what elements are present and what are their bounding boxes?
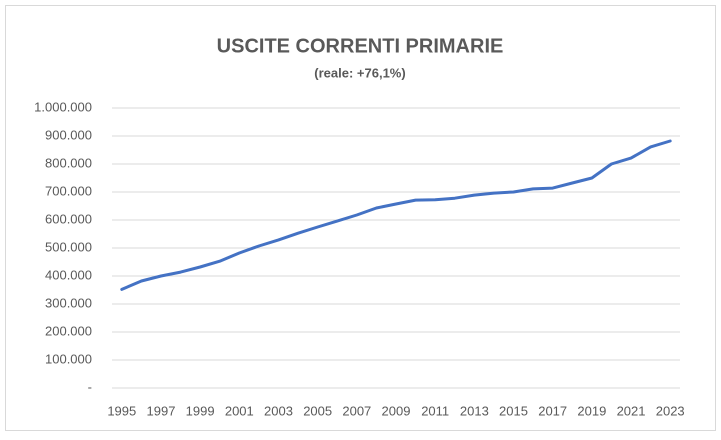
x-tick-label: 2017 bbox=[538, 403, 567, 418]
y-tick-label: 600.000 bbox=[45, 211, 92, 226]
chart-title: USCITE CORRENTI PRIMARIE bbox=[217, 35, 504, 57]
x-tick-label: 2001 bbox=[225, 403, 254, 418]
x-tick-label: 2007 bbox=[342, 403, 371, 418]
x-tick-label: 1997 bbox=[147, 403, 176, 418]
data-line bbox=[120, 139, 672, 291]
x-tick-label: 2009 bbox=[382, 403, 411, 418]
x-tick-label: 2013 bbox=[460, 403, 489, 418]
x-tick-label: 2011 bbox=[421, 403, 449, 418]
chart-subtitle: (reale: +76,1%) bbox=[314, 65, 405, 80]
y-tick-label: 500.000 bbox=[45, 239, 92, 254]
x-tick-label: 1999 bbox=[186, 403, 215, 418]
y-tick-label: 400.000 bbox=[45, 267, 92, 282]
y-tick-label: 300.000 bbox=[45, 295, 92, 310]
x-tick-label: 2005 bbox=[303, 403, 332, 418]
x-tick-label: 2003 bbox=[264, 403, 293, 418]
y-tick-label: 800.000 bbox=[45, 155, 92, 170]
x-tick-label: 2019 bbox=[577, 403, 606, 418]
y-tick-label: - bbox=[88, 379, 92, 394]
y-tick-label: 100.000 bbox=[45, 351, 92, 366]
x-tick-label: 2015 bbox=[499, 403, 528, 418]
y-tick-label: 900.000 bbox=[45, 127, 92, 142]
x-tick-label: 1995 bbox=[107, 403, 136, 418]
x-tick-label: 2021 bbox=[617, 403, 646, 418]
y-tick-label: 1.000.000 bbox=[34, 99, 92, 114]
y-tick-label: 700.000 bbox=[45, 183, 92, 198]
x-tick-label: 2023 bbox=[656, 403, 685, 418]
y-tick-label: 200.000 bbox=[45, 323, 92, 338]
